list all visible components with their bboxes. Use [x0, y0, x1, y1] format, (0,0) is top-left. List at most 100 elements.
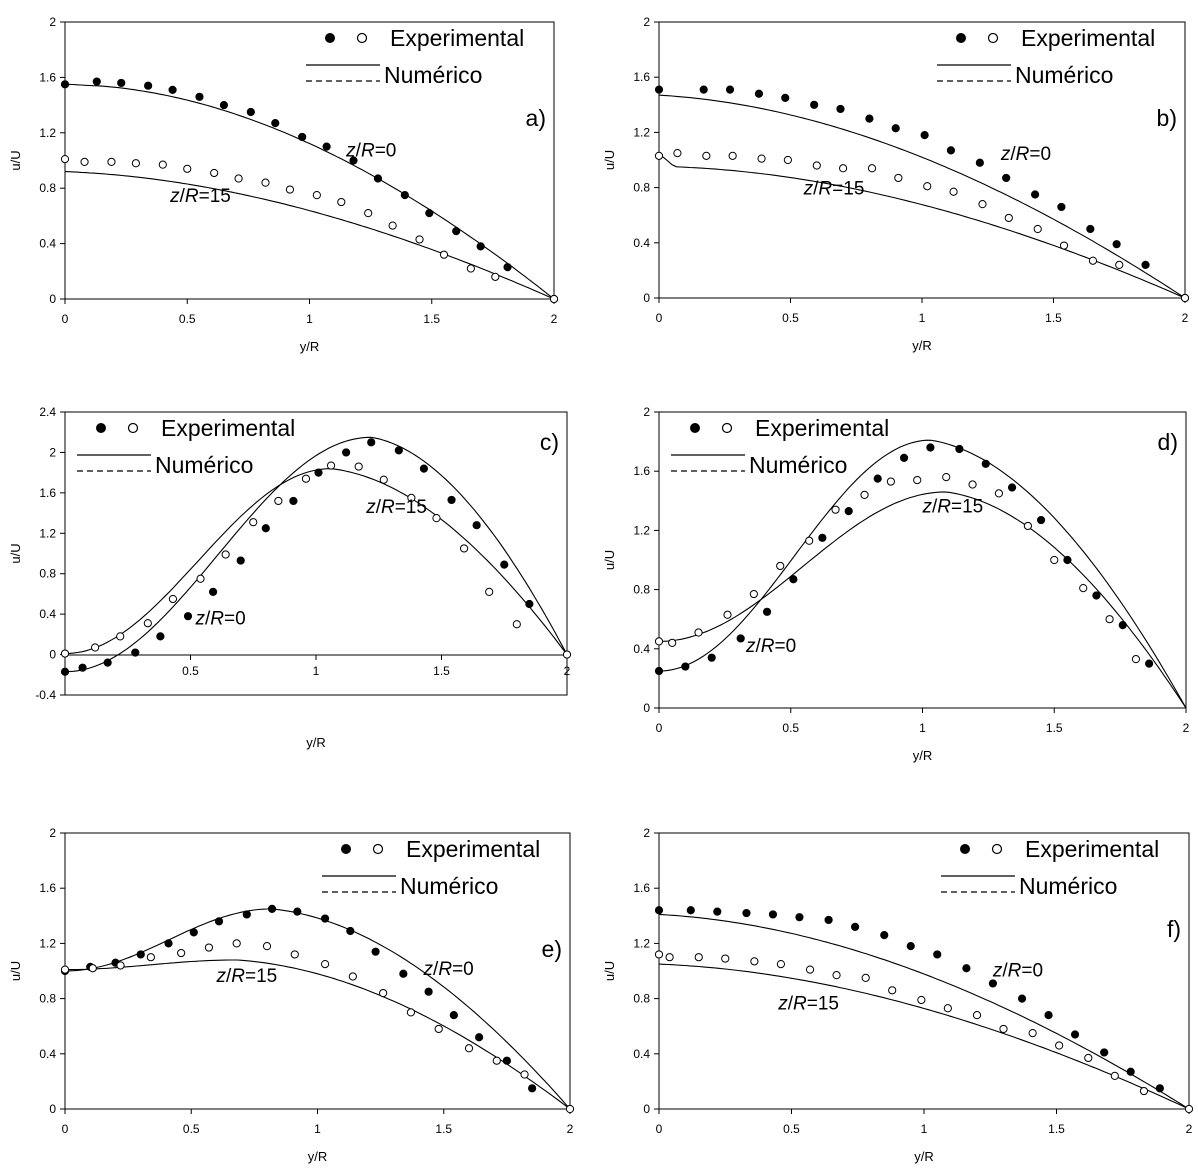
data-point-open [694, 628, 703, 637]
data-point-filled [60, 80, 70, 89]
x-tick-label: 1.5 [433, 664, 450, 678]
data-point-open [116, 961, 125, 970]
y-tick-label: 1.6 [633, 464, 650, 478]
x-tick-label: 1 [919, 311, 926, 325]
data-point-open [221, 550, 230, 559]
data-point-open [406, 1008, 416, 1017]
data-point-filled [500, 560, 509, 569]
numeric-line-z/R=0 [658, 439, 1187, 709]
data-point-filled [452, 227, 461, 236]
data-point-open [364, 209, 373, 218]
curve-label: z/R=15 [365, 497, 427, 518]
data-point-filled [654, 85, 664, 94]
data-point-open [894, 173, 903, 183]
x-tick-label: 1.5 [1048, 1122, 1065, 1136]
data-point-open [728, 151, 737, 160]
data-point-open [1088, 256, 1098, 265]
y-tick-label: 0.4 [633, 236, 650, 250]
data-point-open [312, 191, 321, 200]
data-point-filled [946, 146, 956, 155]
data-point-filled [686, 906, 695, 915]
data-point-filled [320, 914, 330, 923]
legend-marker-open [991, 843, 1003, 855]
data-point-filled [449, 1011, 458, 1020]
data-point-filled [219, 101, 229, 110]
x-axis-label: y/R [306, 735, 326, 750]
data-point-open [354, 462, 363, 471]
y-tick-label: 0.4 [39, 1047, 56, 1061]
numeric-line-z/R=0 [658, 913, 1190, 1110]
x-tick-label: 0 [62, 1122, 69, 1136]
data-point-open [301, 474, 311, 483]
curve-label: z/R=0 [1000, 144, 1051, 165]
data-point-filled [1036, 515, 1046, 525]
legend-label-numerico: Numérico [1015, 62, 1113, 88]
data-point-open [326, 461, 336, 470]
data-point-open [379, 988, 388, 998]
data-point-filled [1086, 224, 1095, 234]
data-point-filled [781, 93, 790, 103]
numeric-line-z/R=15 [658, 963, 1190, 1110]
data-point-open [131, 159, 141, 168]
data-point-filled [1100, 1048, 1109, 1057]
data-point-open [415, 235, 424, 244]
data-point-open [1115, 260, 1124, 269]
data-point-filled [371, 947, 380, 956]
curve-label: z/R=15 [169, 186, 231, 207]
x-tick-label: 1.5 [435, 1122, 452, 1136]
curve-label: z/R=0 [423, 959, 474, 980]
data-point-open [388, 221, 397, 230]
legend: Experimental Numérico [322, 836, 540, 899]
data-point-filled [117, 78, 126, 88]
data-point-filled [164, 939, 173, 948]
data-point-open [562, 650, 572, 659]
data-point-open [512, 620, 521, 629]
data-point-open [867, 164, 877, 173]
data-point-open [860, 490, 869, 499]
data-point-filled [933, 950, 942, 959]
data-point-open [994, 489, 1004, 498]
data-point-filled [472, 521, 481, 530]
curve-label: z/R=0 [345, 140, 396, 161]
data-point-open [654, 950, 664, 959]
data-point-open [407, 493, 416, 503]
data-point-filled [298, 132, 307, 142]
y-tick-label: 0.8 [633, 181, 650, 195]
y-tick-label: 0.4 [39, 237, 56, 251]
y-tick-label: 1.6 [633, 70, 650, 84]
legend-label-numerico: Numérico [384, 62, 482, 88]
plot-frame [658, 411, 1187, 709]
data-point-open [485, 587, 494, 597]
x-tick-label: 1 [313, 664, 320, 678]
x-tick-label: 1 [314, 1122, 321, 1136]
data-point-filled [681, 662, 690, 671]
panel-tag: e) [542, 936, 562, 962]
data-point-filled [1007, 483, 1017, 492]
data-point-filled [92, 77, 101, 86]
data-point-filled [261, 524, 270, 533]
x-tick-label: 0.5 [182, 664, 199, 678]
x-tick-label: 0.5 [782, 311, 799, 325]
plot-frame [64, 411, 568, 696]
data-point-filled [754, 89, 764, 98]
data-point-open [337, 197, 346, 207]
y-tick-label: 0 [49, 648, 56, 662]
data-point-open [459, 544, 469, 553]
data-point-open [210, 168, 219, 178]
data-point-filled [926, 443, 935, 452]
legend-marker-open [721, 422, 733, 434]
curve-label: z/R=0 [745, 636, 796, 657]
y-tick-label: 1.2 [633, 125, 650, 139]
data-point-filled [136, 950, 145, 959]
data-point-open [668, 638, 677, 647]
data-point-open [1059, 241, 1069, 250]
data-point-filled [1141, 260, 1150, 269]
data-point-filled [789, 575, 798, 584]
x-tick-label: 1.5 [423, 312, 440, 326]
data-point-open [234, 174, 243, 183]
data-point-filled [342, 448, 351, 457]
data-point-open [1050, 555, 1059, 565]
data-point-open [968, 480, 977, 489]
data-point-open [654, 151, 664, 160]
